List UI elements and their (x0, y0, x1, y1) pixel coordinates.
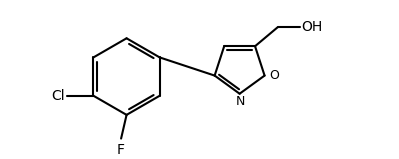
Text: O: O (269, 69, 279, 82)
Text: N: N (236, 95, 245, 108)
Text: F: F (117, 143, 125, 157)
Text: OH: OH (302, 20, 323, 34)
Text: Cl: Cl (52, 89, 65, 103)
